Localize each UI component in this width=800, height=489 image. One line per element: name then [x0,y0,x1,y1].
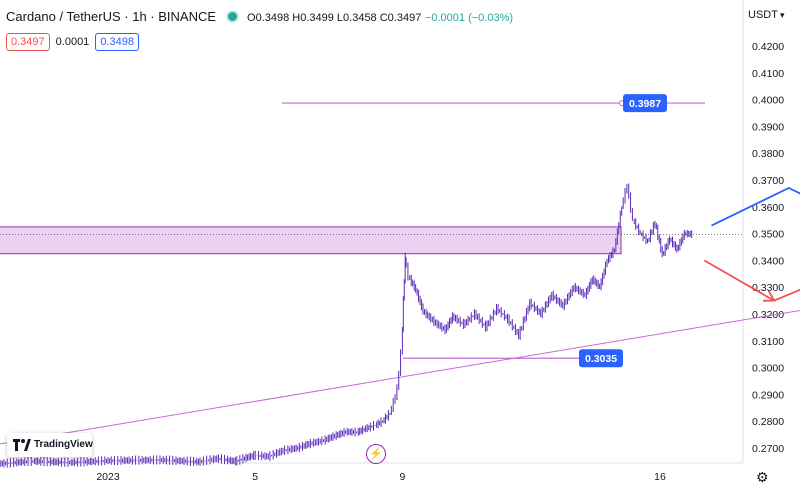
trade-panel: 0.3497 0.0001 0.3498 [6,33,139,51]
resistance-target-label-box [623,94,667,113]
y-tick-label: 0.3200 [752,309,784,321]
symbol-title[interactable]: Cardano / TetherUS · 1h · BINANCE [6,9,217,24]
buy-button[interactable]: 0.3498 [95,33,139,51]
y-tick-label: 0.3300 [752,282,784,294]
x-tick-label: 5 [252,471,258,483]
candles [0,183,693,468]
currency-selector[interactable]: USDT [748,9,784,21]
ohlc-values: O0.3498 H0.3499 L0.3458 C0.3497 [247,12,422,24]
y-tick-label: 0.2900 [752,389,784,401]
support-target-label: 0.3035 [585,353,617,365]
support-zone [0,226,622,255]
bullish-arrow [711,187,800,227]
sell-button[interactable]: 0.3497 [6,33,50,51]
gear-icon[interactable]: ⚙ [756,469,769,485]
bearish-arrow-mid-head [763,290,776,302]
y-tick-label: 0.4100 [752,68,784,80]
y-tick-label: 0.3400 [752,255,784,267]
x-tick-label: 2023 [96,471,120,483]
y-tick-label: 0.3600 [752,202,784,214]
price-change: −0.0001 (−0.03%) [424,12,514,24]
y-tick-label: 0.2700 [752,443,784,455]
market-status-icon [226,10,240,24]
x-tick-label: 9 [399,471,405,483]
y-tick-label: 0.4200 [752,41,784,53]
y-tick-label: 0.3500 [752,229,784,241]
y-tick-label: 0.3000 [752,363,784,375]
ascending-trendline [0,309,800,445]
y-tick-label: 0.3100 [752,336,784,348]
chart-header: Cardano / TetherUS · 1h · BINANCE O0.3498… [6,9,513,25]
y-tick-label: 0.3900 [752,121,784,133]
y-tick-label: 0.4000 [752,95,784,107]
spread-value: 0.0001 [55,36,90,48]
tradingview-logo-icon [13,439,31,451]
x-tick-label: 16 [654,471,666,483]
logo-text: TradingView [34,439,93,450]
tradingview-logo[interactable]: TradingView [7,433,93,457]
y-tick-label: 0.3700 [752,175,784,187]
support-target-label-box [579,349,623,368]
y-tick-label: 0.2800 [752,416,784,428]
lightning-icon[interactable]: ⚡ [366,444,386,464]
y-tick-label: 0.3800 [752,148,784,160]
resistance-target-label: 0.3987 [629,98,661,110]
